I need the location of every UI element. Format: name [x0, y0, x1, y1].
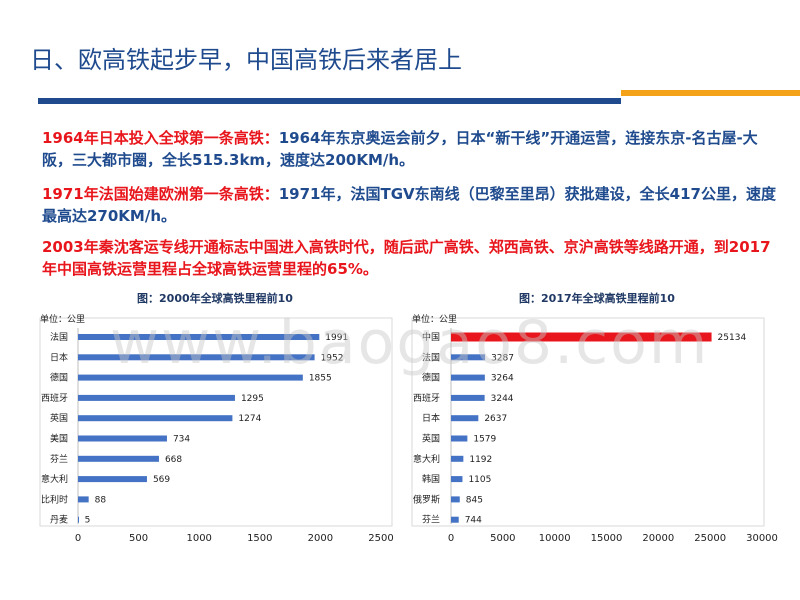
- category-label: 意大利: [41, 473, 68, 485]
- data-label: 3264: [491, 374, 514, 384]
- x-tick-label: 1000: [186, 533, 211, 544]
- x-tick-label: 5000: [490, 533, 515, 544]
- category-label: 日本: [50, 351, 68, 363]
- category-label: 中国: [422, 331, 440, 343]
- bar: [451, 476, 463, 483]
- bar: [451, 435, 468, 442]
- paragraph-japan: 1964年日本投入全球第一条高铁：1964年东京奥运会前夕，日本“新干线”开通运…: [42, 127, 782, 171]
- data-label: 744: [465, 516, 482, 526]
- bar: [78, 516, 79, 523]
- bar: [78, 374, 303, 381]
- paragraph-france-body: 1971年，法国TGV东南线（巴黎至里昂）获批建设，全长417公里，速度最高达2…: [42, 185, 776, 225]
- unit-label: 单位：公里: [40, 313, 85, 325]
- category-label: 韩国: [422, 473, 440, 485]
- data-label: 1855: [309, 374, 332, 384]
- bar: [78, 476, 147, 483]
- category-label: 西班牙: [41, 392, 68, 404]
- paragraph-france: 1971年法国始建欧洲第一条高铁：1971年，法国TGV东南线（巴黎至里昂）获批…: [42, 183, 782, 227]
- x-tick-label: 0: [75, 533, 81, 544]
- data-label: 1274: [238, 414, 261, 424]
- x-tick-label: 2000: [308, 533, 333, 544]
- category-label: 俄罗斯: [413, 493, 440, 505]
- bar: [451, 374, 485, 381]
- bar: [451, 496, 460, 503]
- data-label: 734: [173, 435, 190, 445]
- data-label: 3287: [491, 353, 514, 363]
- x-tick-label: 30000: [746, 533, 778, 544]
- x-tick-label: 2500: [368, 533, 393, 544]
- x-tick-label: 1500: [247, 533, 272, 544]
- chart-2017: 图：2017年全球高铁里程前10 单位：公里中国 25134 法国 3287 德国 3264…: [400, 288, 800, 550]
- category-label: 芬兰: [50, 453, 68, 465]
- chart-frame: [39, 317, 393, 527]
- category-label: 比利时: [41, 493, 68, 505]
- category-label: 英国: [422, 433, 440, 445]
- bar: [78, 394, 235, 401]
- data-label: 1192: [469, 455, 492, 465]
- category-label: 法国: [422, 351, 440, 363]
- category-label: 丹麦: [50, 514, 68, 526]
- category-label: 德国: [422, 372, 440, 384]
- data-label: 25134: [718, 333, 747, 343]
- x-tick-label: 10000: [539, 533, 571, 544]
- paragraph-china-lead: 2003年秦沈客运专线开通标志中国进入高铁时代，随后武广高铁、郑西高铁、京沪高铁…: [42, 238, 771, 278]
- data-label: 845: [466, 495, 483, 505]
- category-label: 芬兰: [422, 514, 440, 526]
- unit-label: 单位：公里: [412, 313, 457, 325]
- data-label: 1295: [241, 394, 264, 404]
- category-label: 美国: [50, 433, 68, 445]
- category-label: 意大利: [413, 453, 440, 465]
- x-tick-label: 20000: [642, 533, 674, 544]
- bar: [451, 455, 464, 462]
- category-label: 德国: [50, 372, 68, 384]
- chart-title: 图：2000年全球高铁里程前10: [137, 291, 293, 305]
- bar: [78, 455, 159, 462]
- x-tick-label: 15000: [591, 533, 623, 544]
- x-tick-label: 0: [448, 533, 454, 544]
- chart-2000: 图：2000年全球高铁里程前10 单位：公里法国 1991 日本 1952 德国 1855 西…: [0, 288, 400, 550]
- data-label: 3244: [491, 394, 514, 404]
- data-label: 1952: [321, 353, 344, 363]
- x-tick-label: 500: [129, 533, 148, 544]
- chart-title: 图：2017年全球高铁里程前10: [519, 291, 675, 305]
- bar: [451, 394, 485, 401]
- watermark: www.baogao8.com: [110, 308, 710, 378]
- paragraph-japan-lead: 1964年日本投入全球第一条高铁：: [42, 129, 279, 147]
- bar: [78, 334, 320, 340]
- data-label: 1105: [468, 475, 491, 485]
- data-label: 668: [165, 455, 182, 465]
- bar: [78, 435, 167, 442]
- bar: [78, 415, 233, 422]
- data-label: 1579: [473, 435, 496, 445]
- data-label: 5: [85, 516, 91, 526]
- title-underline-blue: [38, 98, 621, 104]
- paragraph-japan-body: 1964年东京奥运会前夕，日本“新干线”开通运营，连接东京-名古屋-大阪，三大都…: [42, 129, 758, 169]
- paragraph-france-lead: 1971年法国始建欧洲第一条高铁：: [42, 185, 279, 203]
- bar: [451, 354, 486, 361]
- title-underline-orange: [621, 90, 800, 96]
- bar: [78, 354, 315, 361]
- category-label: 西班牙: [413, 392, 440, 404]
- bar: [451, 516, 459, 523]
- x-tick-label: 25000: [694, 533, 726, 544]
- data-label: 1991: [325, 333, 348, 343]
- data-label: 569: [153, 475, 170, 485]
- category-label: 英国: [50, 412, 68, 424]
- page-title: 日、欧高铁起步早，中国高铁后来者居上: [30, 46, 462, 74]
- data-label: 2637: [484, 414, 507, 424]
- bar: [451, 415, 479, 422]
- paragraph-china: 2003年秦沈客运专线开通标志中国进入高铁时代，随后武广高铁、郑西高铁、京沪高铁…: [42, 236, 782, 280]
- bar: [451, 332, 712, 342]
- data-label: 88: [95, 495, 107, 505]
- bar: [78, 496, 89, 503]
- chart-frame: [411, 317, 765, 527]
- category-label: 日本: [422, 412, 440, 424]
- category-label: 法国: [50, 331, 68, 343]
